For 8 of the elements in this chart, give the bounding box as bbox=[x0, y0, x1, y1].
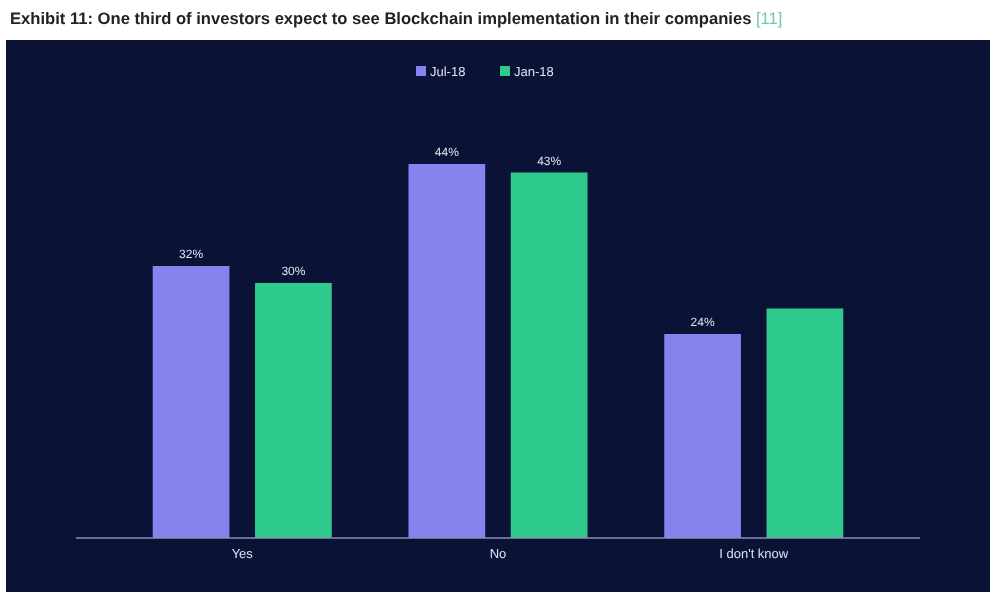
bar bbox=[510, 172, 588, 538]
text: [11] bbox=[751, 8, 783, 28]
bar bbox=[766, 308, 844, 538]
bar bbox=[408, 164, 486, 538]
bar bbox=[255, 283, 332, 538]
chart-title: Exhibit 11: One third of investors expect to see Blockchain implementation in their companies bbox=[10, 8, 752, 28]
bar bbox=[664, 334, 741, 538]
bar bbox=[152, 266, 230, 538]
